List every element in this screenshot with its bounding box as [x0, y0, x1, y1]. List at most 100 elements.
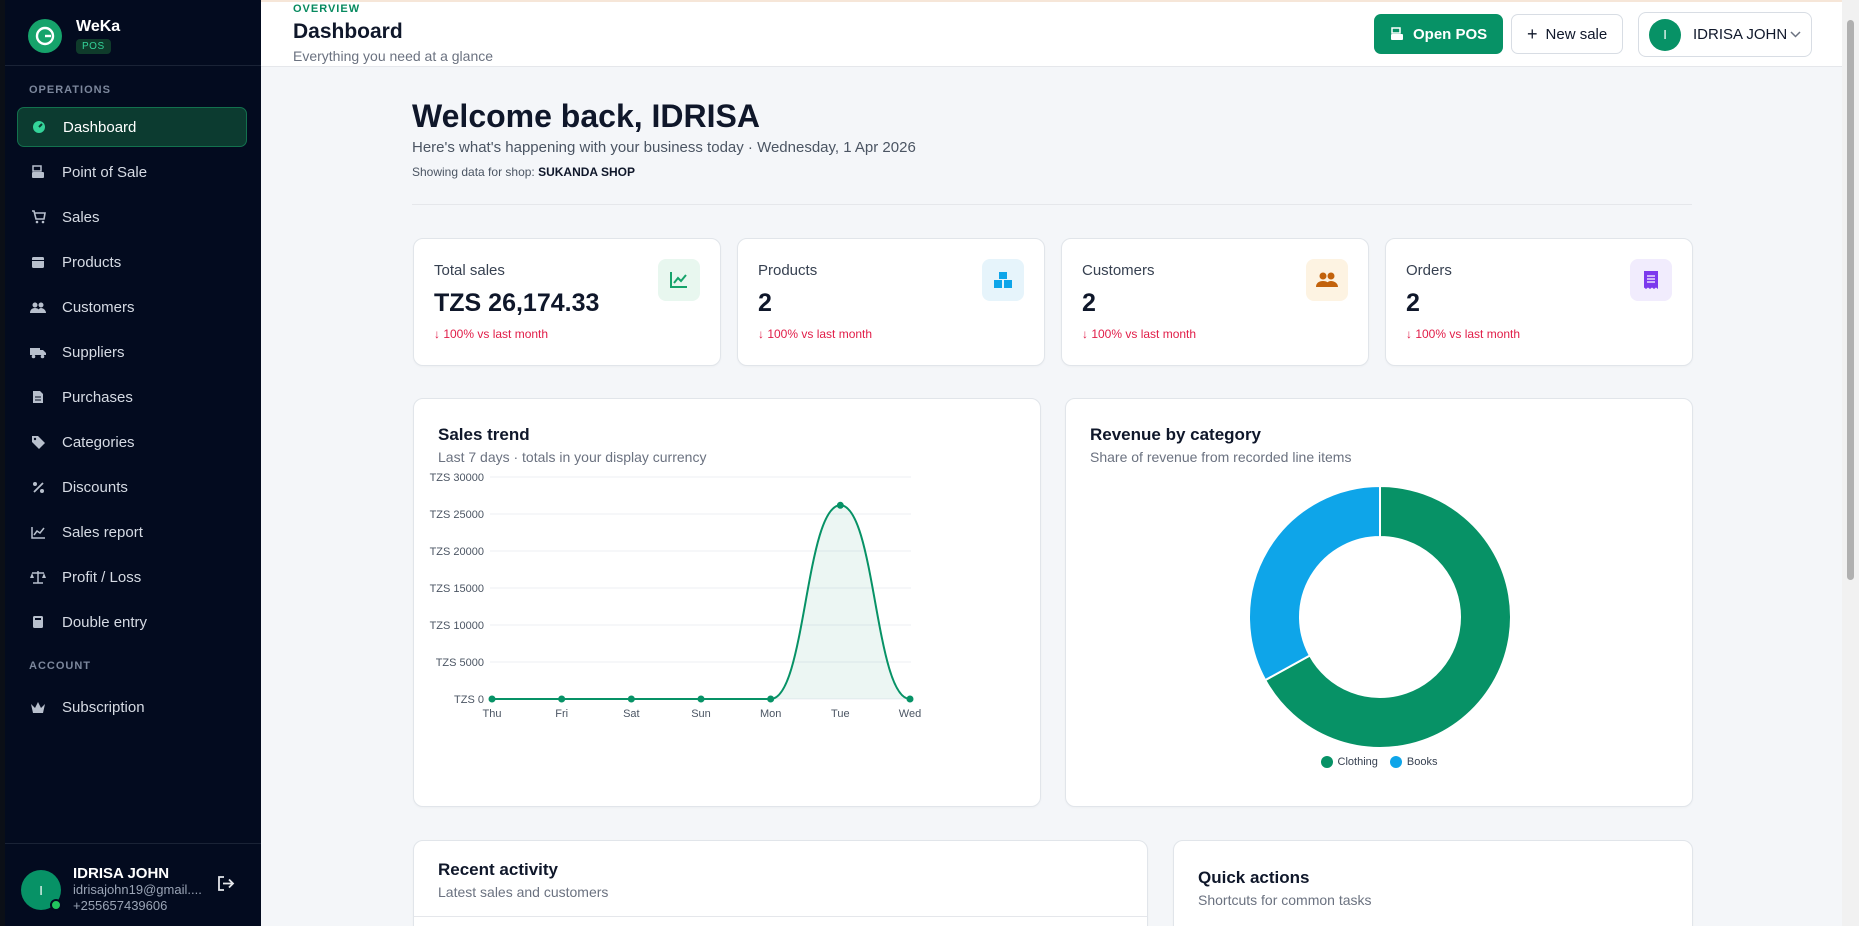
data-point: [767, 695, 775, 703]
sidebar-item-label: Dashboard: [63, 118, 137, 136]
welcome-title: Welcome back, IDRISA: [412, 98, 760, 134]
app-badge: POS: [76, 39, 111, 54]
truck-icon: [30, 344, 46, 360]
crown-icon: [30, 699, 46, 715]
stat-label: Products: [758, 262, 818, 279]
sidebar-edge: [0, 0, 5, 926]
sidebar-item-products[interactable]: Products: [17, 242, 247, 282]
y-tick-label: TZS 5000: [436, 657, 484, 669]
stat-delta: ↓ 100% vs last month: [1406, 327, 1521, 341]
stat-card-products[interactable]: Products 2 ↓ 100% vs last month: [737, 238, 1045, 366]
x-tick-label: Tue: [831, 708, 850, 720]
chevron-down-icon: [1790, 31, 1801, 38]
sidebar-item-label: Profit / Loss: [62, 568, 142, 586]
logout-icon[interactable]: [218, 876, 235, 896]
legend-item[interactable]: Clothing: [1320, 756, 1378, 768]
sidebar-item-profit-loss[interactable]: Profit / Loss: [17, 557, 247, 597]
y-tick-label: TZS 0: [454, 694, 484, 706]
new-sale-label: New sale: [1545, 25, 1608, 43]
stat-card-total-sales[interactable]: Total sales TZS 26,174.33 ↓ 100% vs last…: [413, 238, 721, 366]
sidebar-item-purchases[interactable]: Purchases: [17, 377, 247, 417]
sidebar-item-label: Sales: [62, 208, 100, 226]
sidebar-item-suppliers[interactable]: Suppliers: [17, 332, 247, 372]
stat-label: Total sales: [434, 262, 505, 279]
pie-slice-books: [1248, 484, 1381, 682]
card-subtitle: Latest sales and customers: [438, 884, 609, 900]
recent-activity-card: Recent activity Latest sales and custome…: [413, 840, 1148, 926]
tag-icon: [30, 434, 46, 450]
card-divider: [414, 916, 1147, 917]
sidebar-item-point-of-sale[interactable]: Point of Sale: [17, 152, 247, 192]
x-tick-label: Fri: [555, 708, 568, 720]
legend-label: Books: [1406, 756, 1438, 768]
scale-icon: [30, 569, 46, 585]
sidebar-item-label: Double entry: [62, 613, 148, 631]
card-subtitle: Shortcuts for common tasks: [1198, 892, 1372, 908]
page-scrollbar[interactable]: [1842, 0, 1859, 926]
chart-line-icon: [30, 524, 46, 540]
user-menu-name: IDRISA JOHN: [1693, 26, 1788, 43]
trend-icon: [658, 259, 700, 301]
sidebar-item-categories[interactable]: Categories: [17, 422, 247, 462]
legend-swatch: [1320, 756, 1333, 768]
sidebar-item-label: Products: [62, 253, 122, 271]
open-pos-label: Open POS: [1413, 25, 1488, 43]
boxes-icon: [982, 259, 1024, 301]
shop-name: SUKANDA SHOP: [538, 165, 635, 179]
sidebar-item-double-entry[interactable]: Double entry: [17, 602, 247, 642]
shop-line: Showing data for shop: SUKANDA SHOP: [412, 165, 635, 179]
sidebar-user[interactable]: I IDRISA JOHN idrisajohn19@gmail.... +25…: [21, 866, 202, 914]
x-tick-label: Mon: [760, 708, 781, 720]
x-tick-label: Sun: [691, 708, 711, 720]
sidebar-item-discounts[interactable]: Discounts: [17, 467, 247, 507]
sidebar-item-sales[interactable]: Sales: [17, 197, 247, 237]
shop-prefix: Showing data for shop:: [412, 165, 535, 179]
sales-trend-chart: TZS 0 TZS 5000 TZS 10000 TZS 15000 TZS 20000…: [430, 472, 922, 720]
section-operations: OPERATIONS: [29, 84, 111, 96]
quick-actions-card: Quick actions Shortcuts for common tasks: [1173, 840, 1693, 926]
register-icon: [1390, 27, 1404, 41]
sidebar-item-label: Customers: [62, 298, 135, 316]
page-subtitle: Everything you need at a glance: [293, 48, 494, 64]
sidebar-item-label: Discounts: [62, 478, 128, 496]
card-subtitle: Last 7 days · totals in your display cur…: [438, 449, 707, 465]
section-account: ACCOUNT: [29, 660, 91, 672]
area-fill: [492, 505, 910, 699]
pie-slice-clothing: [1263, 484, 1512, 749]
stat-value: 2: [1406, 289, 1420, 317]
sidebar-item-dashboard[interactable]: Dashboard: [17, 107, 247, 147]
people-icon: [1306, 259, 1348, 301]
plus-icon: +: [1527, 24, 1538, 44]
register-icon: [30, 164, 46, 180]
avatar-initial: I: [39, 882, 43, 898]
new-sale-button[interactable]: + New sale: [1511, 14, 1624, 54]
sidebar: WeKa POS OPERATIONS Dashboard Point of S…: [0, 0, 261, 926]
book-icon: [30, 614, 46, 630]
stat-delta: ↓ 100% vs last month: [1082, 327, 1197, 341]
receipt-icon: [1630, 259, 1672, 301]
chart-legend: Clothing Books: [1066, 756, 1692, 768]
stat-value: 2: [758, 289, 772, 317]
legend-item[interactable]: Books: [1389, 756, 1438, 768]
sidebar-item-sales-report[interactable]: Sales report: [17, 512, 247, 552]
stat-card-customers[interactable]: Customers 2 ↓ 100% vs last month: [1061, 238, 1369, 366]
sidebar-item-label: Categories: [62, 433, 135, 451]
cart-icon: [30, 209, 46, 225]
dashboard-icon: [31, 119, 47, 135]
percent-icon: [30, 479, 46, 495]
scrollbar-thumb[interactable]: [1847, 20, 1854, 580]
online-status-dot: [50, 899, 62, 911]
avatar: I: [21, 870, 62, 911]
sidebar-item-customers[interactable]: Customers: [17, 287, 247, 327]
revenue-donut-chart: [1248, 484, 1512, 749]
sidebar-divider: [5, 65, 261, 66]
stat-card-orders[interactable]: Orders 2 ↓ 100% vs last month: [1385, 238, 1693, 366]
brand[interactable]: WeKa POS: [28, 18, 120, 54]
sidebar-item-subscription[interactable]: Subscription: [17, 687, 247, 727]
revenue-category-card: Revenue by category Share of revenue fro…: [1065, 398, 1693, 807]
header-accent-line: [261, 0, 1842, 2]
sidebar-item-label: Subscription: [62, 698, 145, 716]
sidebar-item-label: Purchases: [62, 388, 133, 406]
user-menu-button[interactable]: I IDRISA JOHN: [1638, 12, 1812, 57]
open-pos-button[interactable]: Open POS: [1374, 14, 1504, 54]
